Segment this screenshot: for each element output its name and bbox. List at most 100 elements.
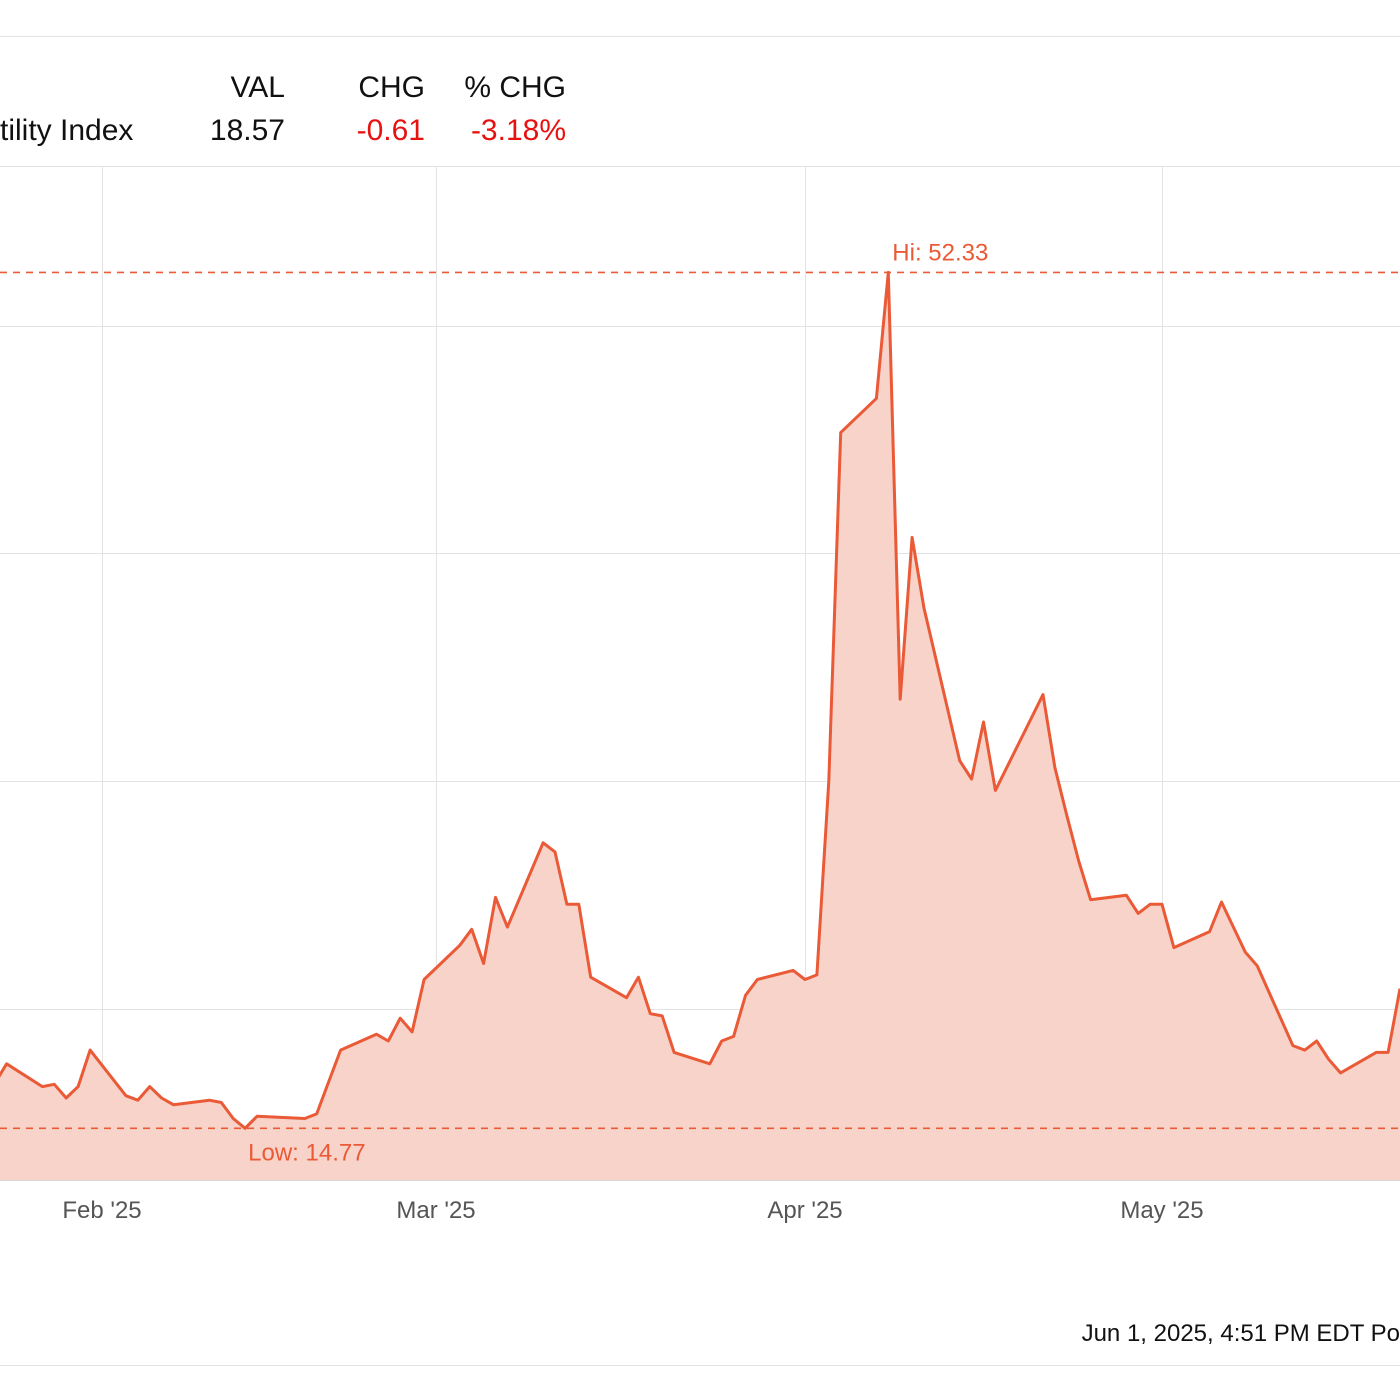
data-point[interactable] — [504, 924, 510, 930]
data-point[interactable] — [314, 1111, 320, 1117]
data-point[interactable] — [397, 1015, 403, 1021]
data-point[interactable] — [802, 977, 808, 983]
x-tick-label: Mar '25 — [396, 1197, 475, 1224]
data-point[interactable] — [1314, 1038, 1320, 1044]
data-point[interactable] — [838, 430, 844, 436]
data-point[interactable] — [647, 1011, 653, 1017]
data-point[interactable] — [1373, 1049, 1379, 1055]
data-point[interactable] — [1242, 949, 1248, 955]
chg-column-header: CHG — [358, 71, 425, 104]
pct-chg-column-header: % CHG — [464, 71, 566, 104]
data-point[interactable] — [326, 1079, 332, 1085]
data-point[interactable] — [659, 1013, 665, 1019]
data-point[interactable] — [588, 974, 594, 980]
data-point[interactable] — [230, 1116, 236, 1122]
data-point[interactable] — [921, 605, 927, 611]
series-area — [0, 272, 1400, 1180]
change-value: -0.61 — [356, 114, 425, 147]
data-point[interactable] — [540, 840, 546, 846]
data-point[interactable] — [1254, 963, 1260, 969]
data-point[interactable] — [75, 1084, 81, 1090]
data-point[interactable] — [242, 1125, 248, 1131]
data-point[interactable] — [1147, 901, 1153, 907]
data-point[interactable] — [1076, 858, 1082, 864]
data-point[interactable] — [87, 1047, 93, 1053]
data-point[interactable] — [481, 961, 487, 967]
x-tick-label: May '25 — [1120, 1197, 1203, 1224]
data-point[interactable] — [564, 901, 570, 907]
data-point[interactable] — [1207, 929, 1213, 935]
volatility-area-chart[interactable]: Feb '25 Mar '25 Apr '25 May '25 Hi: 52.33 Low… — [0, 0, 1400, 1300]
header-divider — [0, 166, 1400, 167]
data-point[interactable] — [1302, 1047, 1308, 1053]
data-point[interactable] — [1385, 1049, 1391, 1055]
data-point[interactable] — [957, 758, 963, 764]
data-point[interactable] — [671, 1049, 677, 1055]
data-point[interactable] — [338, 1047, 344, 1053]
data-point[interactable] — [1064, 812, 1070, 818]
data-point[interactable] — [731, 1033, 737, 1039]
data-point[interactable] — [719, 1038, 725, 1044]
data-point[interactable] — [826, 778, 832, 784]
data-point[interactable] — [1171, 945, 1177, 951]
data-point[interactable] — [123, 1093, 129, 1099]
data-point[interactable] — [707, 1061, 713, 1067]
data-point[interactable] — [409, 1029, 415, 1035]
data-point[interactable] — [814, 972, 820, 978]
data-point[interactable] — [1326, 1056, 1332, 1062]
data-point[interactable] — [576, 901, 582, 907]
data-point[interactable] — [63, 1095, 69, 1101]
data-point[interactable] — [147, 1084, 153, 1090]
data-point[interactable] — [1290, 1043, 1296, 1049]
data-point[interactable] — [635, 974, 641, 980]
data-point[interactable] — [1338, 1070, 1344, 1076]
x-tick-label: Apr '25 — [767, 1197, 842, 1224]
val-column-header: VAL — [230, 71, 285, 104]
x-tick-label: Feb '25 — [62, 1197, 141, 1224]
data-point[interactable] — [754, 977, 760, 983]
low-label: Low: 14.77 — [248, 1139, 365, 1166]
data-point[interactable] — [385, 1038, 391, 1044]
data-point[interactable] — [743, 992, 749, 998]
data-point[interactable] — [981, 719, 987, 725]
data-point[interactable] — [909, 534, 915, 540]
data-point[interactable] — [206, 1097, 212, 1103]
data-point[interactable] — [885, 269, 891, 275]
data-point[interactable] — [1088, 897, 1094, 903]
instrument-name[interactable]: tility Index — [0, 114, 134, 147]
data-point[interactable] — [493, 894, 499, 900]
data-point[interactable] — [1159, 901, 1165, 907]
data-point[interactable] — [992, 787, 998, 793]
timestamp: Jun 1, 2025, 4:51 PM EDT Po — [1081, 1320, 1400, 1347]
data-point[interactable] — [421, 977, 427, 983]
data-point[interactable] — [969, 776, 975, 782]
data-point[interactable] — [1123, 892, 1129, 898]
top-border — [0, 36, 1400, 37]
data-point[interactable] — [457, 942, 463, 948]
data-point[interactable] — [171, 1102, 177, 1108]
data-point[interactable] — [1040, 692, 1046, 698]
data-point[interactable] — [790, 967, 796, 973]
data-point[interactable] — [1052, 765, 1058, 771]
data-point[interactable] — [39, 1084, 45, 1090]
data-point[interactable] — [373, 1031, 379, 1037]
data-point[interactable] — [1219, 899, 1225, 905]
data-point[interactable] — [4, 1061, 10, 1067]
series-line — [0, 270, 1400, 1130]
high-label: Hi: 52.33 — [892, 239, 988, 266]
data-point[interactable] — [51, 1081, 57, 1087]
last-value: 18.57 — [209, 114, 285, 147]
data-point[interactable] — [469, 926, 475, 932]
percent-change-value: -3.18% — [470, 114, 566, 147]
data-point[interactable] — [897, 696, 903, 702]
data-point[interactable] — [1135, 910, 1141, 916]
data-point[interactable] — [159, 1095, 165, 1101]
data-point[interactable] — [873, 395, 879, 401]
data-point[interactable] — [254, 1113, 260, 1119]
data-point[interactable] — [624, 995, 630, 1001]
data-point[interactable] — [302, 1116, 308, 1122]
data-point[interactable] — [135, 1097, 141, 1103]
data-point[interactable] — [218, 1100, 224, 1106]
data-point[interactable] — [1230, 924, 1236, 930]
data-point[interactable] — [552, 849, 558, 855]
